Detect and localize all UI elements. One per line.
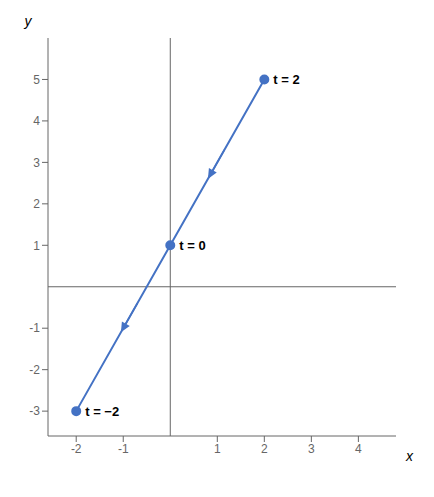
svg-text:-3: -3 [29,404,40,418]
svg-text:3: 3 [33,156,40,170]
svg-text:-1: -1 [118,442,129,456]
svg-text:-1: -1 [29,321,40,335]
svg-text:t = −2: t = −2 [85,404,119,419]
svg-text:4: 4 [33,114,40,128]
svg-text:-2: -2 [29,363,40,377]
svg-text:t = 0: t = 0 [179,238,205,253]
svg-text:1: 1 [33,239,40,253]
svg-text:-2: -2 [71,442,82,456]
svg-text:t = 2: t = 2 [273,72,299,87]
svg-text:5: 5 [33,73,40,87]
svg-text:1: 1 [214,442,221,456]
svg-text:4: 4 [355,442,362,456]
svg-text:y: y [24,13,33,29]
svg-text:3: 3 [308,442,315,456]
svg-text:2: 2 [33,197,40,211]
svg-text:x: x [405,448,414,464]
svg-text:2: 2 [261,442,268,456]
